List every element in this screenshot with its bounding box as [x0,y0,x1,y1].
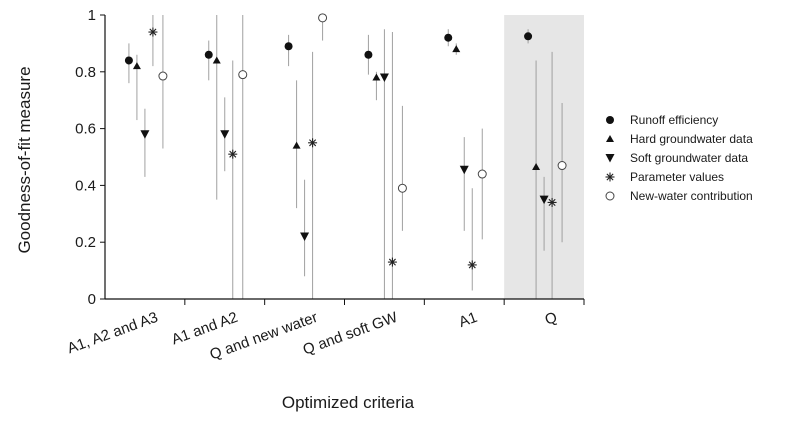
x-axis-title: Optimized criteria [282,393,415,412]
new-water-contribution-marker [238,70,248,80]
legend-runoff-efficiency-symbol [606,116,614,124]
asterisk-stroke [606,173,614,181]
parameter-values-marker [148,27,158,37]
x-tick-label: A1, A2 and A3 [65,309,160,357]
runoff-efficiency-marker [524,32,533,41]
parameter-values-marker [228,149,238,159]
soft-groundwater-data-marker [220,130,230,139]
new-water-contribution-marker [397,183,407,193]
asterisk-stroke [548,198,556,206]
asterisk-stroke [229,150,237,158]
legend-hard-groundwater-data-label: Hard groundwater data [630,132,753,146]
soft-groundwater-data-marker [140,130,150,139]
y-tick-label: 0.8 [75,64,96,81]
new-water-contribution-marker [557,161,567,171]
errorbar-layer [128,15,563,299]
soft-groundwater-data-marker [300,232,310,242]
parameter-values-marker [308,138,318,148]
new-water-contribution-marker [477,169,487,179]
legend-runoff-efficiency-label: Runoff efficiency [630,113,718,127]
hard-groundwater-data-marker [452,45,461,53]
y-tick-label: 1 [88,7,96,24]
legend-parameter-values-label: Parameter values [630,170,724,184]
parameter-values-marker [387,257,397,267]
legend: Runoff efficiency Hard groundwater data So… [605,113,753,203]
new-water-contribution-marker [318,13,328,23]
asterisk-stroke [309,139,317,147]
runoff-efficiency-marker [204,50,213,59]
hard-groundwater-data-marker [532,162,541,170]
soft-groundwater-data-marker [459,165,469,175]
soft-groundwater-data-marker [379,73,389,82]
soft-groundwater-data-marker [539,195,549,205]
hard-groundwater-data-marker [372,73,381,81]
parameter-values-marker [547,197,557,207]
legend-parameter-values-symbol [605,172,615,182]
hard-groundwater-data-marker [132,62,141,70]
legend-soft-groundwater-data-label: Soft groundwater data [630,151,748,165]
y-axis-title: Goodness-of-fit measure [15,66,34,253]
runoff-efficiency-marker [124,56,133,65]
new-water-contribution-marker [158,71,168,81]
legend-soft-groundwater-data-symbol [605,154,615,163]
hard-groundwater-data-marker [212,56,221,64]
asterisk-stroke [149,28,157,36]
runoff-efficiency-marker [444,33,453,42]
runoff-efficiency-marker [284,42,293,51]
hard-groundwater-data-marker [292,141,301,149]
marker-layer [124,13,567,270]
legend-new-water-contribution-label: New-water contribution [630,189,753,203]
runoff-efficiency-marker [364,50,373,59]
legend-hard-groundwater-data-symbol [606,135,614,142]
x-tick-label: A1 [457,309,480,331]
y-tick-label: 0.4 [75,177,96,194]
legend-new-water-contribution-symbol [605,191,615,201]
y-tick-label: 0 [88,291,96,308]
x-tick-label: Q [543,309,560,329]
asterisk-stroke [388,258,396,266]
parameter-values-marker [467,260,477,270]
highlight-region [504,15,584,299]
y-tick-label: 0.2 [75,234,96,251]
y-tick-label: 0.6 [75,121,96,138]
asterisk-stroke [468,261,476,269]
